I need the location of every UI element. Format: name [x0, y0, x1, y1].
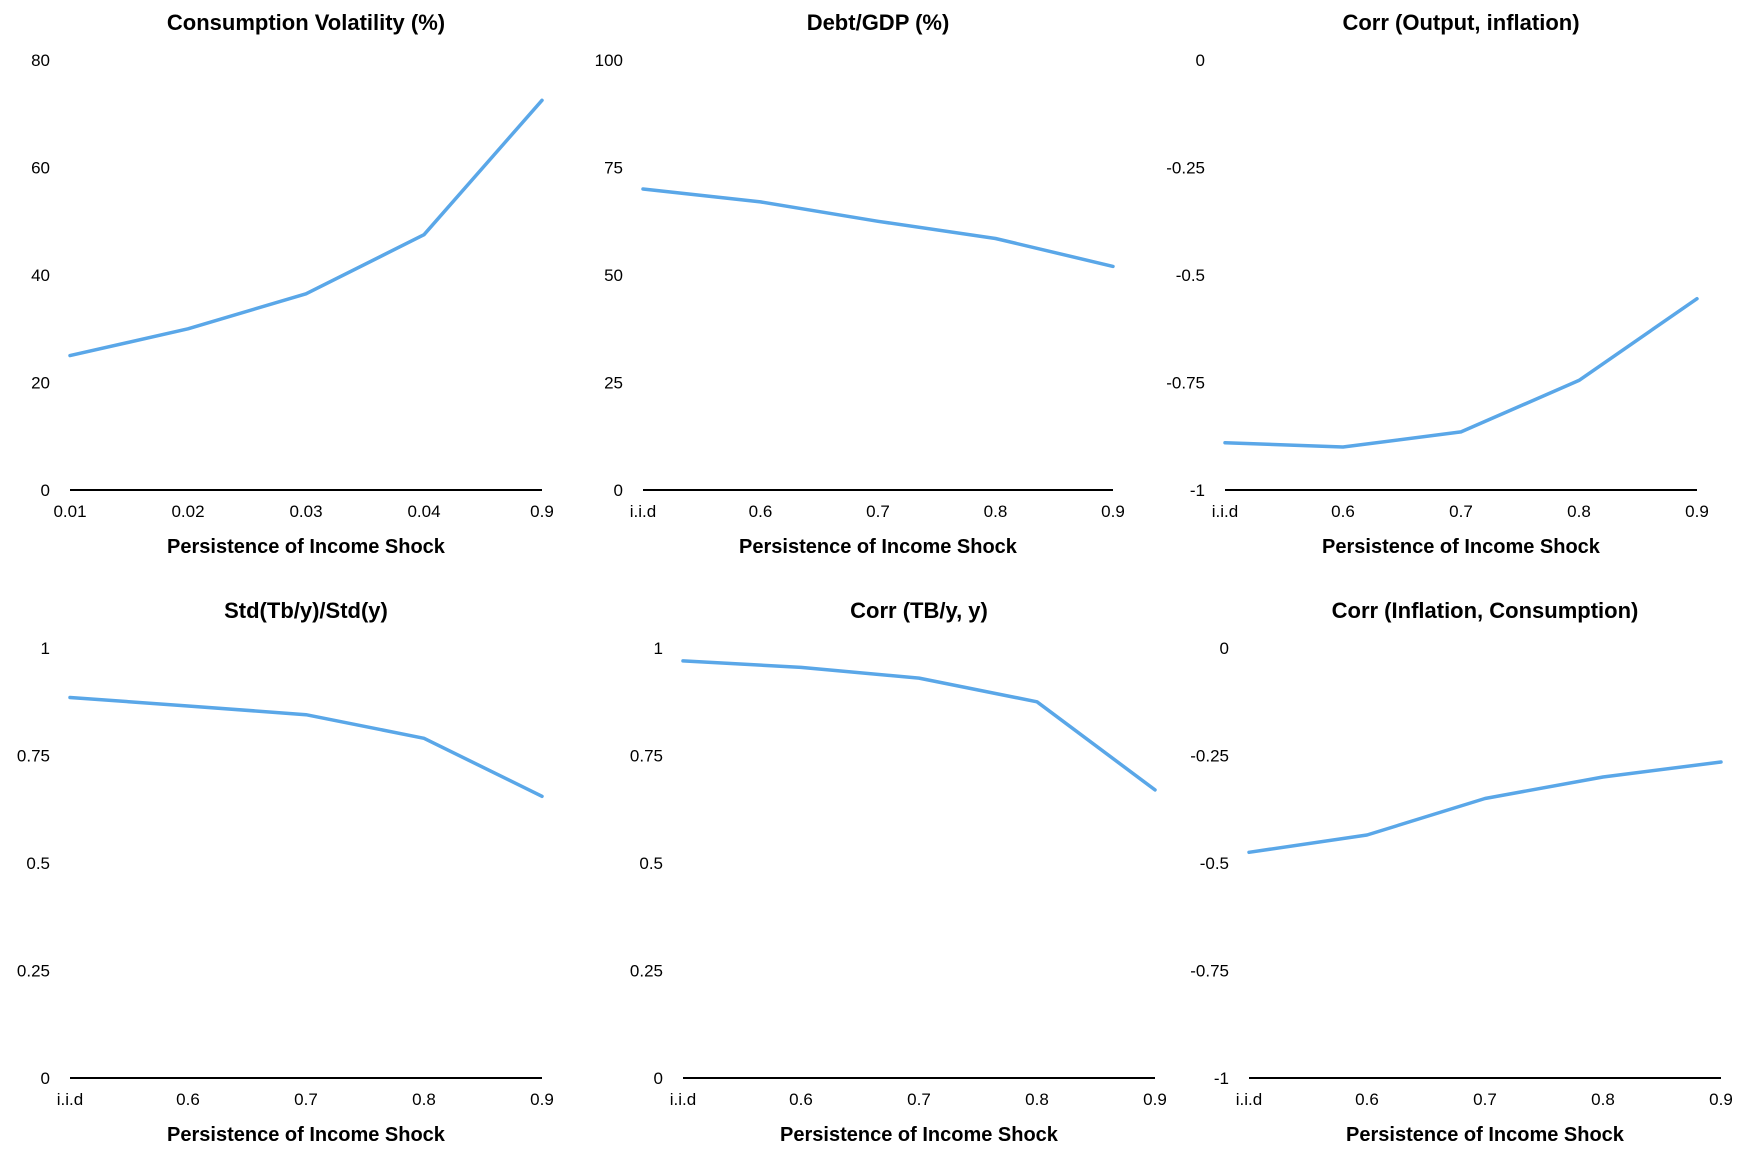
x-tick-label: 0.6 [1355, 1090, 1379, 1109]
x-tick-label: 0.7 [866, 502, 890, 521]
x-axis-label: Persistence of Income Shock [167, 1124, 446, 1146]
y-tick-label: 60 [31, 159, 50, 178]
chart-title: Corr (Output, inflation) [1342, 10, 1579, 35]
x-tick-label: i.i.d [670, 1090, 696, 1109]
series-line [1247, 760, 1723, 855]
y-tick-label: 1 [654, 639, 663, 658]
x-tick-label: 0.6 [749, 502, 773, 521]
y-tick-label: 0.5 [26, 854, 50, 873]
x-axis-label: Persistence of Income Shock [1346, 1124, 1625, 1146]
y-tick-label: -0.5 [1200, 854, 1229, 873]
x-tick-label: 0.6 [1331, 502, 1355, 521]
series-line [681, 659, 1157, 792]
y-tick-label: 0 [41, 1069, 50, 1088]
x-tick-label: 0.9 [1709, 1090, 1733, 1109]
y-tick-label: 1 [41, 639, 50, 658]
x-tick-label: 0.7 [294, 1090, 318, 1109]
chart-title: Consumption Volatility (%) [167, 10, 445, 35]
x-axis-label: Persistence of Income Shock [780, 1124, 1059, 1146]
y-tick-label: 40 [31, 266, 50, 285]
y-tick-label: 80 [31, 51, 50, 70]
y-tick-label: -1 [1214, 1069, 1229, 1088]
y-tick-label: 25 [604, 374, 623, 393]
x-tick-label: 0.02 [171, 502, 204, 521]
x-axis-label: Persistence of Income Shock [1322, 536, 1601, 558]
y-tick-label: 75 [604, 159, 623, 178]
chart-title: Debt/GDP (%) [807, 10, 950, 35]
y-tick-label: 0.5 [639, 854, 663, 873]
x-tick-label: 0.04 [407, 502, 440, 521]
y-tick-label: -0.25 [1166, 159, 1205, 178]
y-tick-label: -0.5 [1176, 266, 1205, 285]
y-tick-label: -1 [1190, 481, 1205, 500]
x-tick-label: 0.9 [530, 502, 554, 521]
x-tick-label: 0.01 [53, 502, 86, 521]
y-tick-label: 100 [595, 51, 623, 70]
y-tick-label: -0.75 [1190, 962, 1229, 981]
x-tick-label: i.i.d [1236, 1090, 1262, 1109]
x-tick-label: 0.6 [176, 1090, 200, 1109]
y-tick-label: 50 [604, 266, 623, 285]
x-tick-label: 0.9 [1685, 502, 1709, 521]
x-tick-label: 0.7 [1473, 1090, 1497, 1109]
x-tick-label: i.i.d [57, 1090, 83, 1109]
x-axis-label: Persistence of Income Shock [739, 536, 1018, 558]
x-axis-label: Persistence of Income Shock [167, 536, 446, 558]
x-tick-label: 0.8 [1025, 1090, 1049, 1109]
x-tick-label: 0.7 [1449, 502, 1473, 521]
x-tick-label: 0.8 [412, 1090, 436, 1109]
x-tick-label: 0.03 [289, 502, 322, 521]
y-tick-label: 20 [31, 374, 50, 393]
y-tick-label: 0.25 [17, 962, 50, 981]
y-tick-label: 0.25 [630, 962, 663, 981]
chart-title: Corr (Inflation, Consumption) [1332, 598, 1639, 623]
y-tick-label: 0 [654, 1069, 663, 1088]
y-tick-label: 0 [1220, 639, 1229, 658]
x-tick-label: 0.8 [1567, 502, 1591, 521]
series-line [641, 187, 1115, 269]
x-tick-label: 0.9 [530, 1090, 554, 1109]
chart-title: Corr (TB/y, y) [850, 598, 988, 623]
series-line [1223, 296, 1699, 449]
x-tick-label: 0.6 [789, 1090, 813, 1109]
x-tick-label: 0.8 [984, 502, 1008, 521]
series-line [68, 695, 544, 799]
y-tick-label: -0.25 [1190, 747, 1229, 766]
x-tick-label: i.i.d [630, 502, 656, 521]
x-tick-label: 0.9 [1101, 502, 1125, 521]
y-tick-label: 0.75 [630, 747, 663, 766]
y-tick-label: 0.75 [17, 747, 50, 766]
y-tick-label: 0 [41, 481, 50, 500]
y-tick-label: 0 [1196, 51, 1205, 70]
x-tick-label: 0.8 [1591, 1090, 1615, 1109]
x-tick-label: i.i.d [1212, 502, 1238, 521]
series-line [68, 98, 544, 358]
y-tick-label: 0 [614, 481, 623, 500]
chart-title: Std(Tb/y)/Std(y) [224, 598, 388, 623]
x-tick-label: 0.9 [1143, 1090, 1167, 1109]
x-tick-label: 0.7 [907, 1090, 931, 1109]
y-tick-label: -0.75 [1166, 374, 1205, 393]
